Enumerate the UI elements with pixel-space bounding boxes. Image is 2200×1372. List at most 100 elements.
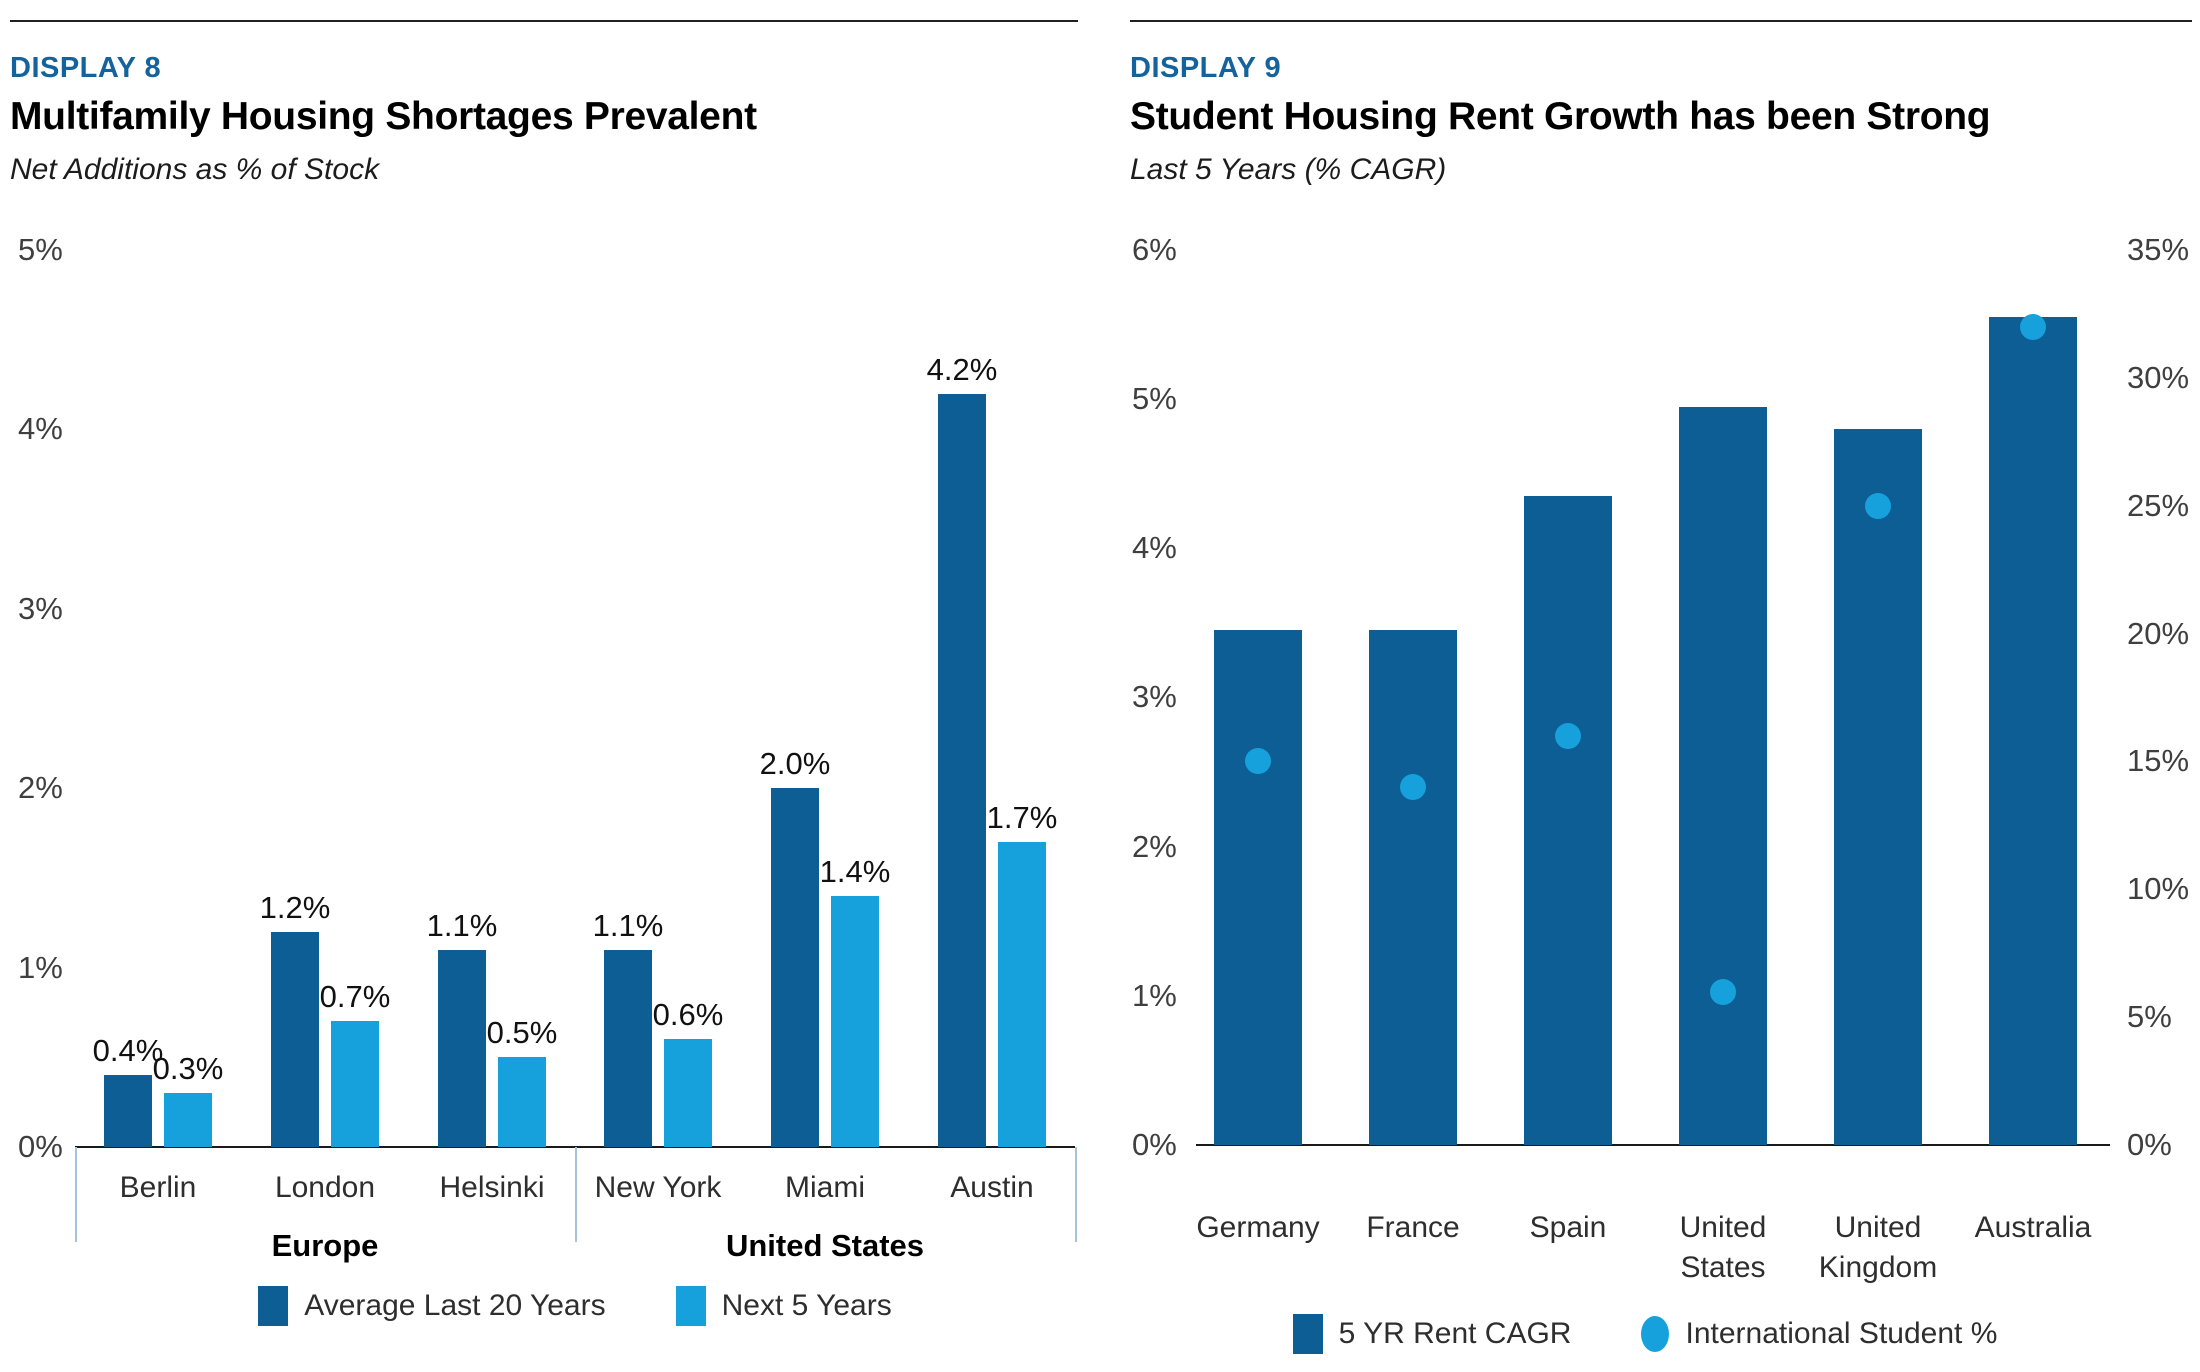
right-axis-tick-label: 25% <box>2127 488 2190 523</box>
legend-label: Average Last 20 Years <box>304 1289 606 1322</box>
bar-helsinki-next-5-years <box>498 1057 546 1147</box>
legend-swatch-square <box>258 1286 289 1326</box>
left-axis-tick-label: 5% <box>1132 381 1177 416</box>
legend-item-next-5-years: Next 5 Years <box>675 1286 892 1326</box>
right-axis-tick-label: 10% <box>2127 871 2190 906</box>
bar-austin-average-last-20-years <box>938 394 986 1147</box>
legend-swatch-square <box>675 1286 706 1326</box>
category-label-new-york: New York <box>594 1171 722 1204</box>
right-axis-tick-label: 30% <box>2127 360 2190 395</box>
legend-item-5-yr-rent-cagr: 5 YR Rent CAGR <box>1292 1314 1572 1354</box>
legend-item-average-last-20-years: Average Last 20 Years <box>258 1286 606 1326</box>
left-column: DISPLAY 8 Multifamily Housing Shortages … <box>10 20 1078 187</box>
bar-value-label: 1.4% <box>819 854 891 889</box>
bar-value-label: 1.1% <box>592 908 664 943</box>
right-display-label: DISPLAY 9 <box>1130 52 1282 84</box>
bar-value-label: 1.1% <box>426 908 498 943</box>
bar-value-label: 0.7% <box>319 979 391 1014</box>
left-axis-tick-label: 3% <box>1132 679 1177 714</box>
bar-value-label: 1.7% <box>986 800 1058 835</box>
bar-helsinki-average-last-20-years <box>438 950 486 1147</box>
y-axis-tick-label: 5% <box>18 232 63 267</box>
right-axis-tick-label: 5% <box>2127 999 2172 1034</box>
x-axis-line <box>1196 1144 2110 1146</box>
category-label-line: France <box>1366 1211 1460 1244</box>
category-label-line: States <box>1680 1251 1766 1284</box>
right-axis-tick-label: 15% <box>2127 743 2190 778</box>
category-label-line: Kingdom <box>1818 1251 1938 1284</box>
category-label-line: Germany <box>1196 1211 1320 1244</box>
dot-germany <box>1245 748 1271 774</box>
right-top-rule <box>1130 20 2192 22</box>
category-label-helsinki: Helsinki <box>439 1171 545 1204</box>
legend-swatch-square <box>1292 1314 1323 1354</box>
dot-united-kingdom <box>1865 493 1891 519</box>
category-label-london: London <box>274 1171 376 1204</box>
group-bracket-line <box>75 1147 77 1242</box>
bar-berlin-average-last-20-years <box>104 1075 152 1147</box>
category-label-line: United <box>1834 1211 1922 1244</box>
category-label-germany: Germany <box>1168 1208 1348 1248</box>
legend-item-international-student-: International Student % <box>1641 1316 1997 1352</box>
left-display-label: DISPLAY 8 <box>10 52 162 84</box>
right-axis-tick-label: 20% <box>2127 616 2190 651</box>
group-bracket-line <box>1075 1147 1077 1242</box>
dot-spain <box>1555 723 1581 749</box>
bar-france <box>1369 630 1457 1145</box>
left-axis-tick-label: 2% <box>1132 829 1177 864</box>
category-label-austin: Austin <box>950 1171 1034 1204</box>
category-label-australia: Australia <box>1943 1208 2123 1248</box>
bar-value-label: 0.3% <box>152 1051 224 1086</box>
bar-value-label: 4.2% <box>926 352 998 387</box>
chart1-legend: Average Last 20 Years Next 5 Years <box>75 1284 1075 1328</box>
group-label-united-states: United States <box>725 1228 925 1263</box>
chart2-legend: 5 YR Rent CAGR International Student % <box>1180 1312 2110 1356</box>
right-axis-tick-label: 35% <box>2127 232 2190 267</box>
legend-label: International Student % <box>1685 1317 1998 1350</box>
left-axis-tick-label: 1% <box>1132 978 1177 1013</box>
category-label-miami: Miami <box>785 1171 865 1204</box>
right-axis-tick-label: 0% <box>2127 1127 2172 1162</box>
category-label-spain: Spain <box>1478 1208 1658 1248</box>
bar-london-average-last-20-years <box>271 932 319 1147</box>
left-chart-title: Multifamily Housing Shortages Prevalent <box>10 95 757 138</box>
dot-australia <box>2020 314 2046 340</box>
legend-label: Next 5 Years <box>721 1289 892 1322</box>
dot-united-states <box>1710 979 1736 1005</box>
y-axis-tick-label: 1% <box>18 950 63 985</box>
bar-miami-average-last-20-years <box>771 788 819 1147</box>
y-axis-tick-label: 2% <box>18 770 63 805</box>
right-chart-title: Student Housing Rent Growth has been Str… <box>1130 95 1991 138</box>
bar-london-next-5-years <box>331 1021 379 1147</box>
y-axis-tick-label: 3% <box>18 591 63 626</box>
y-axis-tick-label: 4% <box>18 411 63 446</box>
category-label-line: Australia <box>1974 1211 2092 1244</box>
bar-united-states <box>1679 407 1767 1145</box>
left-top-rule <box>10 20 1078 22</box>
bar-spain <box>1524 496 1612 1145</box>
left-axis-tick-label: 6% <box>1132 232 1177 267</box>
left-axis-tick-label: 4% <box>1132 530 1177 565</box>
group-label-europe: Europe <box>271 1228 379 1263</box>
category-label-berlin: Berlin <box>119 1171 197 1204</box>
legend-label: 5 YR Rent CAGR <box>1338 1317 1572 1350</box>
category-label-united-kingdom: United Kingdom <box>1788 1208 1968 1288</box>
bar-austin-next-5-years <box>998 842 1046 1147</box>
right-column: DISPLAY 9 Student Housing Rent Growth ha… <box>1130 20 2192 187</box>
bar-value-label: 0.6% <box>652 997 724 1032</box>
category-label-united-states: United States <box>1633 1208 1813 1288</box>
bar-new-york-next-5-years <box>664 1039 712 1147</box>
y-axis-tick-label: 0% <box>18 1129 63 1164</box>
category-label-france: France <box>1323 1208 1503 1248</box>
dot-france <box>1400 774 1426 800</box>
bar-miami-next-5-years <box>831 896 879 1147</box>
left-axis-tick-label: 0% <box>1132 1127 1177 1162</box>
bar-value-label: 0.4% <box>92 1033 164 1068</box>
category-label-line: Spain <box>1529 1211 1607 1244</box>
bar-new-york-average-last-20-years <box>604 950 652 1147</box>
right-chart-subtitle: Last 5 Years (% CAGR) <box>1130 153 1447 186</box>
left-chart-subtitle: Net Additions as % of Stock <box>10 153 380 186</box>
bar-berlin-next-5-years <box>164 1093 212 1147</box>
bar-value-label: 1.2% <box>259 890 331 925</box>
